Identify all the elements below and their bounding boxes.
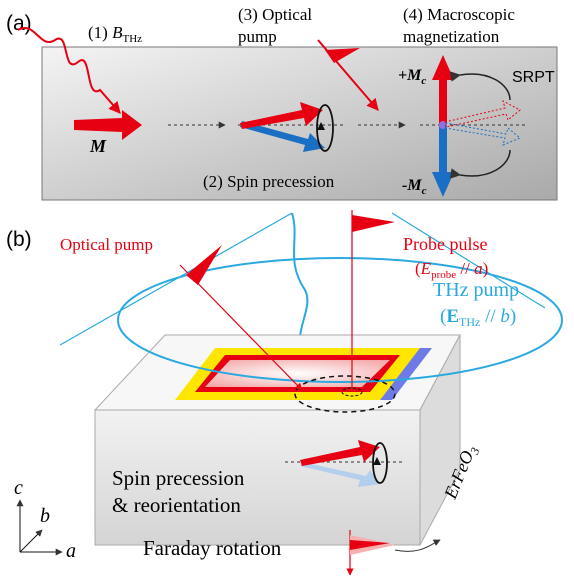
symbol: B <box>112 23 123 42</box>
faraday-label: Faraday rotation <box>143 536 282 560</box>
axis: b <box>500 306 510 327</box>
sign: + <box>398 67 407 84</box>
spin-text: Spin precession <box>112 466 245 490</box>
step-label: (1) BTHz <box>88 23 142 45</box>
relation: // <box>480 306 500 327</box>
step-label: magnetization <box>403 27 500 46</box>
symbol: M <box>406 177 422 194</box>
subscript: c <box>421 75 426 87</box>
axis: a <box>474 259 483 278</box>
symbol: M <box>406 67 422 84</box>
spin-text: & reorientation <box>112 493 241 517</box>
subscript: c <box>422 185 427 197</box>
axis-label: b <box>40 505 50 527</box>
subscript: THz <box>459 315 480 329</box>
axis-label: a <box>66 540 76 562</box>
optical-pump-label: Optical pump <box>60 235 153 254</box>
step-label: pump <box>238 27 277 46</box>
step-label: (3) Optical <box>238 5 312 24</box>
panel-label: (a) <box>6 12 32 35</box>
probe-label: Probe pulse <box>403 234 488 254</box>
paren: ) <box>483 259 489 278</box>
page: {"panel_a":{"label":"(a)","step1":{"numb… <box>0 0 574 577</box>
symbol: E <box>420 259 432 278</box>
symbol: E <box>446 306 459 327</box>
axis-label: c <box>14 477 23 499</box>
step-label: (2) Spin precession <box>203 172 335 191</box>
relation: // <box>456 259 474 278</box>
figure: (a) (1) BTHz (3) Optical pump (4) Macros… <box>0 0 574 577</box>
step-number: (1) <box>88 23 112 42</box>
pulse-flag <box>186 245 222 285</box>
probe-polarization: (Eprobe // a) <box>415 259 488 281</box>
magnetization-label: M <box>89 136 107 156</box>
pulse-flag <box>352 215 395 232</box>
step-label: (4) Macroscopic <box>403 5 515 24</box>
thz-label: THz pump <box>433 279 519 301</box>
panel-label: (b) <box>6 228 32 251</box>
axis-b <box>20 530 42 552</box>
subscript: THz <box>122 33 142 45</box>
srpt-label: SRPT <box>512 69 555 86</box>
paren: ) <box>510 306 516 327</box>
thz-polarization: (ETHz // b) <box>440 306 516 329</box>
